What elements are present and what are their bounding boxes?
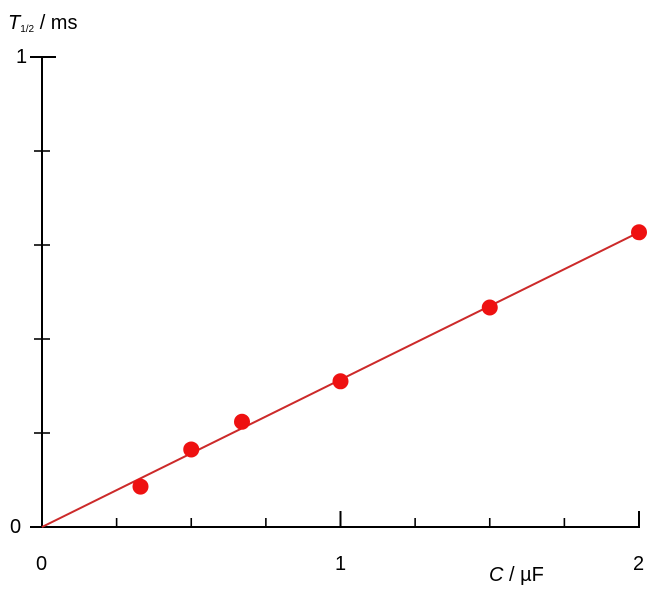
y-axis-label: T1/2 / ms [8,12,77,35]
x-tick-label-1: 1 [335,553,347,575]
data-point-0 [132,478,149,495]
data-point-3 [332,373,349,390]
data-points [132,224,647,495]
x-axis-symbol: C [489,564,504,586]
data-point-5 [631,224,647,241]
axes [30,56,640,528]
data-point-1 [183,441,200,458]
y-axis-subscript: 1/2 [20,24,35,35]
y-axis-unit: / ms [39,12,78,34]
data-point-4 [481,299,498,316]
x-axis-label: C / µF [489,564,544,587]
x-axis-unit: / µF [509,564,544,586]
data-point-2 [233,413,250,430]
y-tick-label-1: 1 [16,46,28,68]
y-tick-label-0: 0 [10,516,22,538]
x-tick-label-2: 2 [633,553,645,575]
x-tick-label-0: 0 [36,553,48,575]
y-axis-symbol: T [8,12,21,34]
